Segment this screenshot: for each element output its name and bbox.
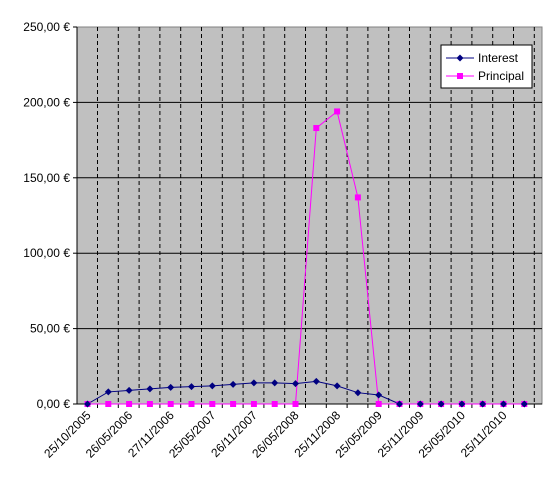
data-point-interest bbox=[146, 385, 154, 393]
data-point-principal bbox=[313, 125, 320, 132]
data-point-principal bbox=[167, 401, 174, 407]
data-point-principal bbox=[146, 401, 153, 407]
data-point-principal bbox=[292, 401, 299, 407]
data-point-interest bbox=[396, 400, 403, 408]
data-point-interest bbox=[208, 382, 216, 390]
y-tick-label: 250,00 € bbox=[23, 20, 70, 34]
y-tick-label: 100,00 € bbox=[23, 246, 70, 260]
data-point-interest bbox=[500, 400, 507, 408]
legend-label-principal: Principal bbox=[478, 69, 524, 83]
y-tick-label: 200,00 € bbox=[23, 95, 70, 109]
legend-label-interest: Interest bbox=[478, 51, 519, 65]
data-point-interest bbox=[416, 400, 424, 408]
data-point-principal bbox=[105, 401, 112, 407]
data-point-principal bbox=[209, 401, 216, 407]
data-point-interest bbox=[458, 400, 466, 408]
data-point-principal bbox=[230, 401, 237, 407]
legend-marker-interest bbox=[456, 54, 464, 62]
data-point-interest bbox=[84, 400, 91, 408]
data-point-principal bbox=[188, 401, 195, 407]
data-point-interest bbox=[104, 388, 112, 396]
y-tick-label: 150,00 € bbox=[23, 171, 70, 185]
data-point-principal bbox=[334, 108, 341, 115]
data-point-interest bbox=[520, 400, 528, 408]
horizontal-gridlines bbox=[77, 101, 542, 330]
data-point-interest bbox=[292, 380, 299, 388]
data-point-principal bbox=[271, 401, 278, 407]
data-point-interest bbox=[250, 379, 258, 387]
data-point-interest bbox=[375, 391, 383, 399]
data-point-interest bbox=[479, 400, 487, 408]
data-point-principal bbox=[354, 194, 361, 201]
data-point-interest bbox=[312, 377, 320, 385]
y-axis: 0,00 € 50,00 € 100,00 € 150,00 € 200,00 € 250… bbox=[23, 20, 78, 411]
y-tick-label: 0,00 € bbox=[37, 397, 71, 411]
data-point-interest bbox=[333, 382, 341, 390]
data-point-principal bbox=[375, 401, 382, 407]
data-point-interest bbox=[354, 389, 362, 397]
data-point-interest bbox=[188, 383, 195, 391]
data-point-principal bbox=[126, 401, 133, 407]
y-tick-label: 50,00 € bbox=[30, 322, 70, 336]
legend-marker-principal bbox=[457, 73, 463, 79]
legend-box bbox=[440, 44, 533, 89]
data-point-principal bbox=[250, 401, 257, 407]
data-point-interest bbox=[167, 383, 175, 391]
series-layer bbox=[84, 108, 528, 408]
data-point-interest bbox=[229, 380, 237, 388]
data-point-interest bbox=[271, 379, 279, 387]
x-axis: 25/10/200526/05/200627/11/200625/05/2007… bbox=[41, 403, 542, 461]
data-point-interest bbox=[437, 400, 445, 408]
data-point-interest bbox=[125, 386, 133, 394]
legend: Interest Principal bbox=[440, 44, 533, 89]
series-line-principal bbox=[87, 110, 525, 405]
